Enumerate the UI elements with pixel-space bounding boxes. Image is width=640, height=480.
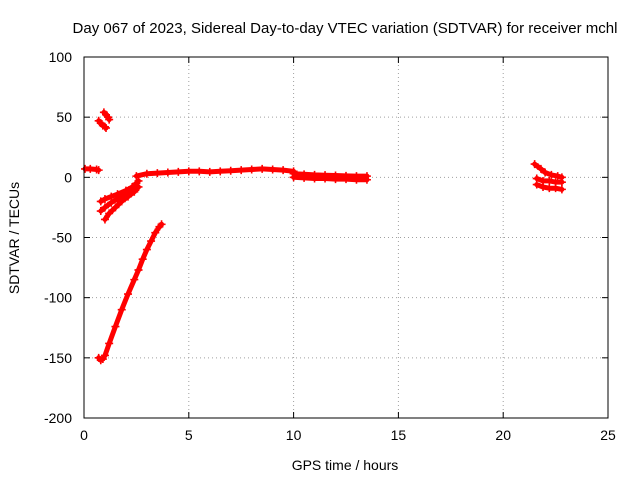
y-tick-label: -50 [52, 230, 72, 246]
y-axis-label: SDTVAR / TECUs [6, 182, 22, 294]
data-series [532, 180, 566, 194]
data-point [100, 122, 109, 131]
data-point [105, 115, 114, 124]
data-point [130, 275, 139, 284]
data-point [100, 203, 109, 212]
data-point [138, 255, 147, 264]
data-point [258, 164, 267, 173]
data-point [147, 237, 156, 246]
data-point [532, 180, 541, 189]
data-point [124, 192, 133, 201]
data-point [289, 173, 298, 182]
data-point [216, 167, 225, 176]
data-point [205, 167, 214, 176]
x-tick-label: 15 [391, 427, 407, 443]
data-series [134, 220, 166, 274]
data-point [551, 184, 560, 193]
data-point [142, 169, 151, 178]
grid [84, 57, 608, 418]
y-tick-label: 0 [64, 169, 72, 185]
x-tick-label: 20 [495, 427, 511, 443]
data-point [117, 197, 126, 206]
y-tick-label: -100 [44, 290, 72, 306]
data-point [352, 175, 361, 184]
data-point [539, 182, 548, 191]
data-point [94, 166, 103, 175]
data-point [117, 305, 126, 314]
chart-title: Day 067 of 2023, Sidereal Day-to-day VTE… [73, 20, 618, 37]
data-point [163, 168, 172, 177]
data-point [331, 175, 340, 184]
data-point [268, 165, 277, 174]
data-point [184, 167, 193, 176]
data-point [310, 174, 319, 183]
data-point [195, 167, 204, 176]
data-point [107, 198, 116, 207]
x-tick-label: 10 [286, 427, 302, 443]
data-point [96, 197, 105, 206]
data-point [130, 187, 139, 196]
data-series [81, 164, 103, 175]
data-point [142, 245, 151, 254]
data-point [557, 185, 566, 194]
data-series [132, 164, 298, 181]
data-point [105, 339, 114, 348]
data-point [100, 351, 109, 360]
data-layer [81, 108, 566, 365]
data-series [100, 182, 143, 224]
data-series [289, 173, 371, 184]
data-point [100, 194, 109, 203]
data-point [151, 228, 160, 237]
data-point [134, 182, 143, 191]
data-point [226, 166, 235, 175]
data-point [362, 175, 371, 184]
series-trace [133, 166, 297, 179]
data-point [113, 194, 122, 203]
data-point [111, 203, 120, 212]
y-tick-label: -200 [44, 410, 72, 426]
data-point [157, 220, 166, 229]
data-series [94, 116, 111, 132]
data-point [132, 172, 141, 181]
data-point [545, 176, 554, 185]
data-point [553, 172, 562, 181]
data-point [321, 174, 330, 183]
data-point [530, 160, 539, 169]
data-point [279, 166, 288, 175]
data-point [153, 169, 162, 178]
y-tick-label: 50 [56, 109, 72, 125]
data-point [100, 215, 109, 224]
data-point [541, 168, 550, 177]
data-point [174, 167, 183, 176]
y-tick-label: -150 [44, 350, 72, 366]
data-point [134, 265, 143, 274]
x-tick-label: 25 [600, 427, 616, 443]
data-point [96, 207, 105, 216]
data-point [105, 209, 114, 218]
data-series [99, 108, 114, 124]
x-axis-label: GPS time / hours [292, 457, 399, 473]
data-point [536, 164, 545, 173]
x-tick-label: 5 [185, 427, 193, 443]
data-point [547, 170, 556, 179]
y-tick-label: 100 [49, 49, 73, 65]
data-point [300, 173, 309, 182]
x-tick-label: 0 [80, 427, 88, 443]
data-point [111, 322, 120, 331]
data-series [94, 265, 143, 365]
data-point [557, 178, 566, 187]
data-point [237, 166, 246, 175]
data-point [247, 165, 256, 174]
data-point [102, 123, 111, 132]
axis-ticks: 0 5 10 15 20 25 -200 -150 -100 -50 0 50 100 [44, 49, 616, 443]
data-point [342, 175, 350, 184]
data-point [124, 290, 133, 299]
